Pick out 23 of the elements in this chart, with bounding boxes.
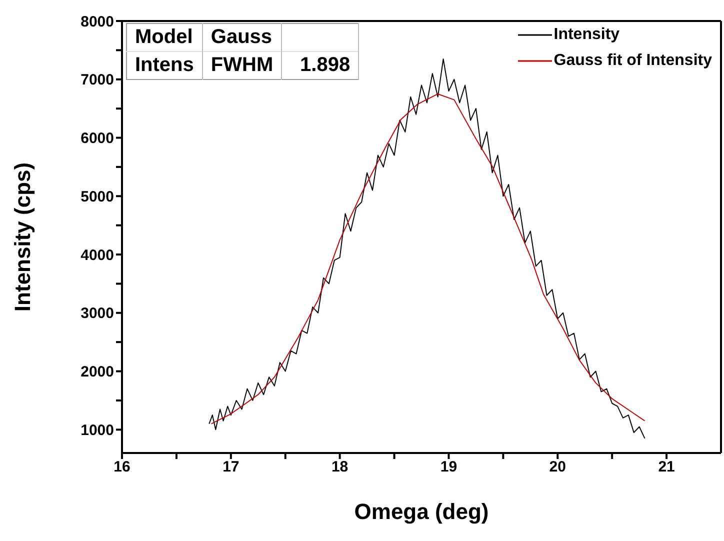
- y-tick-label: 7000: [80, 72, 114, 89]
- annotation: 1.898: [282, 52, 359, 80]
- x-axis-title: Omega (deg): [354, 499, 489, 524]
- y-tick-label: 1000: [80, 422, 114, 439]
- y-tick-label: 8000: [80, 13, 114, 30]
- legend-label: Intensity: [554, 25, 620, 45]
- x-tick-label: 16: [114, 458, 130, 476]
- x-tick-label: 17: [222, 458, 240, 476]
- x-tick-label: 21: [658, 458, 675, 476]
- annotation: Gauss: [202, 24, 282, 52]
- y-axis-title: Intensity (cps): [10, 162, 35, 312]
- x-tick-label: 20: [549, 458, 566, 476]
- annotation: Intens: [126, 52, 202, 80]
- annotation: Model: [126, 24, 202, 52]
- x-tick-label: 18: [331, 458, 348, 476]
- y-tick-label: 3000: [80, 305, 114, 322]
- legend-label: Gauss fit of Intensity: [554, 51, 712, 71]
- annotation: FWHM: [202, 52, 282, 80]
- x-tick-label: 19: [440, 458, 458, 476]
- y-tick-label: 5000: [80, 188, 114, 206]
- y-tick-label: 2000: [80, 364, 114, 381]
- y-tick-label: 6000: [80, 130, 114, 148]
- y-tick-label: 4000: [80, 246, 114, 264]
